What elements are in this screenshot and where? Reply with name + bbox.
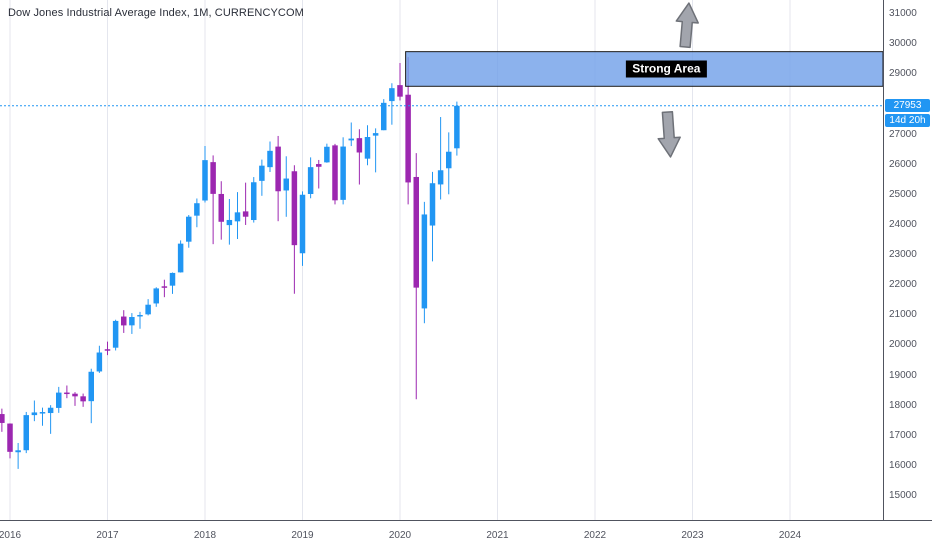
candle — [413, 176, 419, 288]
current-price-label: 27953 — [885, 98, 930, 112]
price-tick: 24000 — [889, 218, 917, 230]
candle — [291, 171, 298, 246]
candle — [397, 85, 403, 97]
candle — [429, 183, 436, 226]
candle — [356, 138, 363, 153]
candle — [226, 219, 233, 226]
candle — [31, 412, 38, 416]
time-tick: 2022 — [583, 530, 607, 541]
candle — [259, 165, 265, 181]
time-tick: 2023 — [681, 530, 704, 541]
candle — [161, 286, 168, 288]
candlestick-chart[interactable] — [0, 0, 883, 520]
candle — [112, 320, 119, 348]
candle — [275, 146, 281, 192]
candle — [242, 211, 249, 217]
price-tick: 30000 — [889, 38, 917, 50]
candle — [64, 392, 70, 395]
candle — [324, 146, 330, 163]
candle — [121, 316, 127, 326]
candle — [153, 288, 159, 304]
candle — [210, 162, 216, 194]
candle — [177, 243, 184, 273]
candle — [0, 414, 5, 423]
price-tick: 31000 — [889, 8, 917, 19]
candle — [389, 88, 395, 102]
time-tick: 2019 — [291, 530, 314, 541]
bar-countdown-label: 14d 20h — [885, 113, 930, 127]
candle — [202, 160, 208, 201]
price-tick: 16000 — [889, 459, 917, 471]
candle — [437, 170, 444, 185]
candle — [15, 450, 21, 453]
candle — [316, 164, 322, 167]
price-tick: 18000 — [889, 399, 917, 411]
candle — [381, 102, 387, 131]
time-tick: 2024 — [778, 530, 802, 541]
time-tick: 2021 — [486, 530, 509, 541]
candle — [454, 105, 460, 149]
price-tick: 21000 — [889, 309, 917, 321]
candle — [348, 138, 354, 141]
candle — [421, 214, 428, 309]
candle — [88, 371, 94, 402]
candle — [145, 304, 151, 315]
candle — [299, 194, 306, 254]
candle — [405, 94, 411, 183]
candle — [283, 178, 289, 191]
time-axis[interactable]: 2016 2017 2018 2019 2020 2021 2022 2023 2024 — [0, 520, 932, 550]
time-tick: 2018 — [193, 530, 217, 541]
candle — [39, 412, 46, 414]
up-arrow-icon[interactable] — [674, 2, 700, 49]
candle — [7, 423, 13, 452]
candle — [218, 193, 224, 222]
candle — [186, 216, 192, 242]
down-arrow-icon[interactable] — [656, 110, 681, 158]
candle — [47, 407, 54, 414]
price-tick: 20000 — [889, 339, 917, 351]
candle — [129, 317, 135, 326]
price-tick: 23000 — [889, 249, 917, 260]
candle — [267, 150, 273, 168]
candle — [307, 167, 314, 194]
candle — [72, 393, 78, 397]
candle — [234, 212, 241, 222]
candle — [137, 314, 143, 317]
price-tick: 19000 — [889, 369, 917, 381]
time-tick: 2017 — [96, 530, 119, 541]
time-tick: 2020 — [388, 530, 412, 541]
candle — [364, 137, 371, 159]
candle — [23, 415, 29, 451]
candle — [96, 352, 103, 372]
price-tick: 25000 — [889, 188, 917, 200]
price-tick: 17000 — [889, 429, 917, 441]
time-tick: 2016 — [0, 530, 22, 541]
candle — [340, 146, 346, 200]
candle — [104, 349, 111, 351]
candle — [80, 396, 86, 402]
strong-area-label[interactable]: Strong Area — [626, 60, 707, 78]
candle — [194, 203, 200, 216]
candle — [169, 272, 176, 286]
price-tick: 27000 — [889, 128, 917, 140]
symbol-title[interactable]: Dow Jones Industrial Average Index, 1M, … — [8, 7, 304, 19]
price-tick: 29000 — [889, 68, 917, 80]
price-tick: 26000 — [889, 158, 917, 170]
candle — [446, 151, 452, 169]
candle — [251, 182, 257, 221]
price-axis[interactable]: 27953 14d 20h 31000 30000 29000 27000 26000 2… — [883, 0, 932, 520]
price-chart-pane[interactable]: Dow Jones Industrial Average Index, 1M, … — [0, 0, 883, 520]
price-tick: 22000 — [889, 279, 917, 291]
candle — [372, 133, 379, 136]
candle — [56, 392, 62, 408]
price-tick: 15000 — [889, 490, 917, 501]
candle — [332, 145, 338, 201]
